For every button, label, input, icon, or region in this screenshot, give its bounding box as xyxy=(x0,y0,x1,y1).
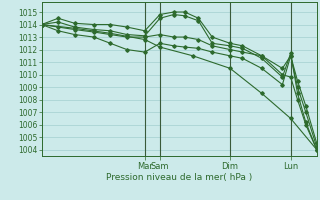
X-axis label: Pression niveau de la mer( hPa ): Pression niveau de la mer( hPa ) xyxy=(106,173,252,182)
